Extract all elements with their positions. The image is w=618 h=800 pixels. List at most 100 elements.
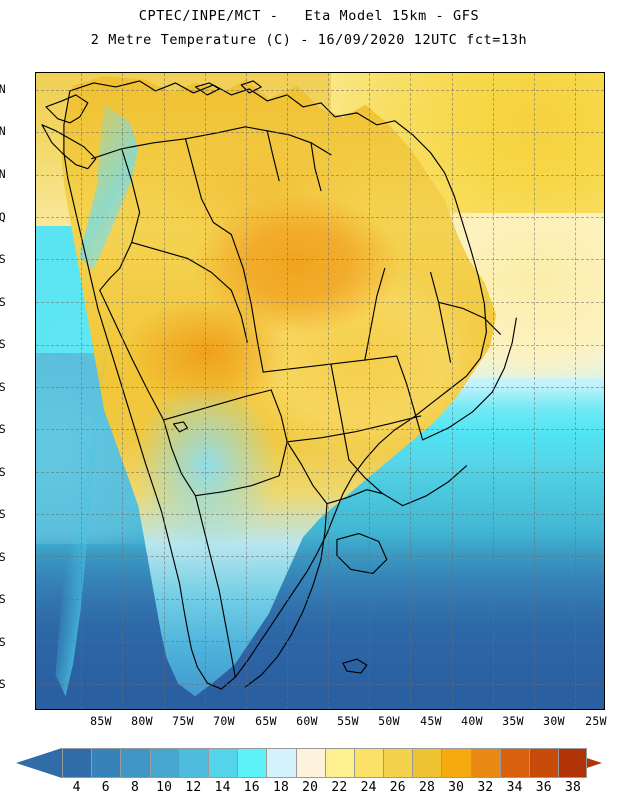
colorbar-tick-4: 4 bbox=[72, 780, 81, 795]
colorbar-tick-32: 32 bbox=[477, 780, 494, 795]
gridline-lat-40s bbox=[36, 556, 604, 558]
colorbar-tick-38: 38 bbox=[564, 780, 582, 795]
lon-label-45w: 45W bbox=[420, 714, 442, 728]
lon-label-40w: 40W bbox=[461, 714, 483, 728]
colorbar-tick-10: 10 bbox=[156, 780, 173, 795]
coastline-argentina-east bbox=[244, 503, 328, 688]
colorbar-cap-low bbox=[16, 748, 62, 778]
colorbar-tick-22: 22 bbox=[331, 780, 348, 795]
lat-label-5n: 5N bbox=[0, 167, 6, 181]
lat-label-35s: 35S bbox=[0, 507, 6, 521]
colorbar-cell-18 bbox=[266, 748, 296, 778]
lat-label-25s: 25S bbox=[0, 422, 6, 436]
gridline-lon-55w bbox=[327, 73, 329, 709]
gridline-lon-35w bbox=[492, 73, 494, 709]
lon-label-75w: 75W bbox=[172, 714, 194, 728]
lon-label-70w: 70W bbox=[213, 714, 235, 728]
gridline-lon-85w bbox=[81, 73, 83, 709]
gridline-lat-15n bbox=[36, 90, 604, 92]
lon-label-55w: 55W bbox=[337, 714, 359, 728]
state-border-sp-mg bbox=[402, 465, 468, 507]
border-suriname-guyane bbox=[310, 142, 322, 192]
map-vector-overlay bbox=[36, 73, 604, 709]
border-ecuador-peru-coast bbox=[99, 267, 121, 291]
coastline-central-america bbox=[45, 94, 89, 124]
border-bolivia-north bbox=[162, 389, 272, 421]
coastline-and-borders-svg bbox=[41, 80, 517, 690]
border-paraguay-south bbox=[326, 489, 384, 505]
lon-label-80w: 80W bbox=[131, 714, 153, 728]
colorbar-cell-22 bbox=[324, 748, 354, 778]
lake-titicaca bbox=[172, 421, 189, 433]
colorbar-cell-32 bbox=[470, 748, 500, 778]
colorbar-tick-14: 14 bbox=[214, 780, 231, 795]
coastline-panama-isthmus bbox=[41, 124, 97, 170]
border-colombia-east bbox=[119, 148, 141, 269]
state-border-mato-grosso-sul bbox=[286, 415, 422, 443]
border-uruguay bbox=[336, 532, 388, 574]
colorbar-tick-16: 16 bbox=[243, 780, 260, 795]
state-border-piaui-ceara bbox=[430, 271, 452, 363]
gridline-lat-30s bbox=[36, 471, 604, 473]
colorbar-cell-8 bbox=[120, 748, 150, 778]
border-argentina-chile bbox=[194, 495, 236, 678]
state-border-sp-ms bbox=[348, 459, 404, 507]
colorbar-tick-6: 6 bbox=[101, 780, 110, 795]
colorbar-cell-16 bbox=[237, 748, 267, 778]
gridline-lon-30w bbox=[534, 73, 536, 709]
border-colombia-venezuela-north bbox=[91, 126, 246, 160]
gridline-lon-70w bbox=[204, 73, 206, 709]
southern-ocean-cold-band bbox=[36, 530, 604, 709]
gridline-lat-15s bbox=[36, 344, 604, 346]
lat-label-30s: 30S bbox=[0, 465, 6, 479]
gridline-lon-50w bbox=[369, 73, 371, 709]
colorbar: 4 6 8 10 12 14 16 18 20 22 24 26 28 30 32 34 36 38 bbox=[0, 748, 618, 800]
coastline-south-america bbox=[63, 80, 487, 690]
gridline-lon-65w bbox=[246, 73, 248, 709]
colorbar-cell-14 bbox=[207, 748, 238, 778]
colorbar-tick-18: 18 bbox=[272, 780, 290, 795]
lon-label-65w: 65W bbox=[255, 714, 277, 728]
map-plot-area bbox=[35, 72, 605, 710]
gridline-lat-20s bbox=[36, 386, 604, 388]
colorbar-tick-24: 24 bbox=[360, 780, 377, 795]
lon-label-30w: 30W bbox=[543, 714, 565, 728]
gridline-lat-eq bbox=[36, 217, 604, 219]
colorbar-cell-30 bbox=[441, 748, 471, 778]
colorbar-tick-36: 36 bbox=[535, 780, 552, 795]
gridline-lon-60w bbox=[287, 73, 289, 709]
lat-label-15s: 15S bbox=[0, 337, 6, 351]
colorbar-cell-38 bbox=[558, 748, 588, 778]
lat-label-5s: 5S bbox=[0, 252, 6, 266]
gridline-lat-45s bbox=[36, 598, 604, 600]
title-line-variable: 2 Metre Temperature (C) - 16/09/2020 12U… bbox=[90, 32, 528, 48]
gridline-lon-45w bbox=[410, 73, 412, 709]
colorbar-cell-34 bbox=[499, 748, 529, 778]
gridline-lon-25w bbox=[575, 73, 577, 709]
gridline-lat-35s bbox=[36, 513, 604, 515]
gridline-lat-5s bbox=[36, 259, 604, 261]
border-bolivia-chile bbox=[162, 419, 197, 497]
gridline-lat-5n bbox=[36, 174, 604, 176]
colorbar-cell-20 bbox=[295, 748, 325, 778]
state-border-mato-grosso-north bbox=[262, 355, 398, 373]
gridline-lon-80w bbox=[122, 73, 124, 709]
lat-label-50s: 50S bbox=[0, 635, 6, 649]
gridline-lon-40w bbox=[451, 73, 453, 709]
lat-label-10s: 10S bbox=[0, 295, 6, 309]
colorbar-cell-4 bbox=[62, 748, 92, 778]
gridline-lat-25s bbox=[36, 429, 604, 431]
gridline-lat-50s bbox=[36, 640, 604, 642]
colorbar-cell-6 bbox=[91, 748, 121, 778]
state-border-amazonas-para bbox=[230, 233, 264, 373]
gridline-lat-10s bbox=[36, 301, 604, 303]
colorbar-tick-34: 34 bbox=[506, 780, 523, 795]
lon-label-60w: 60W bbox=[296, 714, 318, 728]
colorbar-cell-26 bbox=[383, 748, 413, 778]
border-venezuela-brazil bbox=[184, 138, 232, 236]
lon-label-35w: 35W bbox=[502, 714, 524, 728]
lat-label-55s: 55S bbox=[0, 677, 6, 691]
colorbar-cells bbox=[62, 748, 588, 778]
state-border-ceara-pernambuco bbox=[438, 301, 501, 335]
